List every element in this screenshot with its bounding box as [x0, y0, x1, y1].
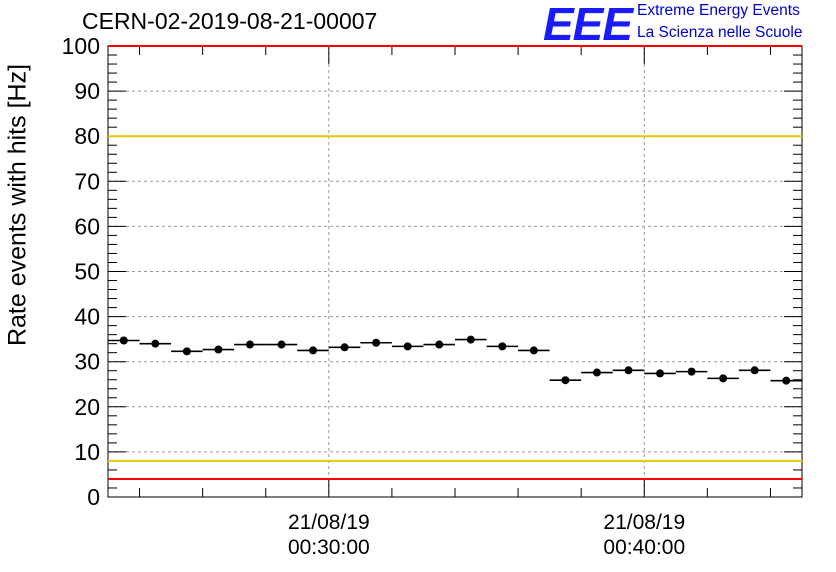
data-point [592, 368, 601, 377]
data-point [656, 369, 665, 378]
data-point [277, 340, 286, 349]
data-point [782, 376, 791, 385]
y-tick-label: 80 [74, 123, 100, 149]
data-point [214, 345, 223, 354]
y-tick-label: 60 [74, 213, 100, 239]
chart-title: CERN-02-2019-08-21-00007 [82, 8, 378, 34]
logo-line-2: La Scienza nelle Scuole [637, 24, 803, 41]
data-point [151, 339, 160, 348]
data-point [498, 342, 507, 351]
data-point [435, 340, 444, 349]
y-tick-label: 40 [74, 304, 100, 330]
data-point [719, 374, 728, 383]
y-tick-label: 50 [74, 259, 100, 285]
eee-logo: EEE [543, 0, 633, 50]
data-point [466, 335, 475, 344]
y-tick-label: 30 [74, 349, 100, 375]
x-tick-label: 21/08/19 00:30:00 [287, 511, 370, 559]
data-point [750, 366, 759, 375]
data-point [245, 340, 254, 349]
x-tick-label: 21/08/19 00:40:00 [603, 511, 686, 559]
data-point [403, 342, 412, 351]
data-point [182, 347, 191, 356]
data-point [119, 336, 128, 345]
data-point [687, 367, 696, 376]
data-point [372, 338, 381, 347]
y-tick-label: 0 [87, 484, 100, 510]
y-tick-label: 20 [74, 394, 100, 420]
y-tick-label: 100 [62, 33, 100, 59]
data-point [624, 366, 633, 375]
y-tick-label: 90 [74, 78, 100, 104]
data-point [529, 346, 538, 355]
logo-line-1: Extreme Energy Events [637, 2, 800, 19]
data-point [309, 346, 318, 355]
data-point [340, 343, 349, 352]
y-tick-label: 70 [74, 168, 100, 194]
y-tick-label: 10 [74, 439, 100, 465]
data-point [561, 376, 570, 385]
